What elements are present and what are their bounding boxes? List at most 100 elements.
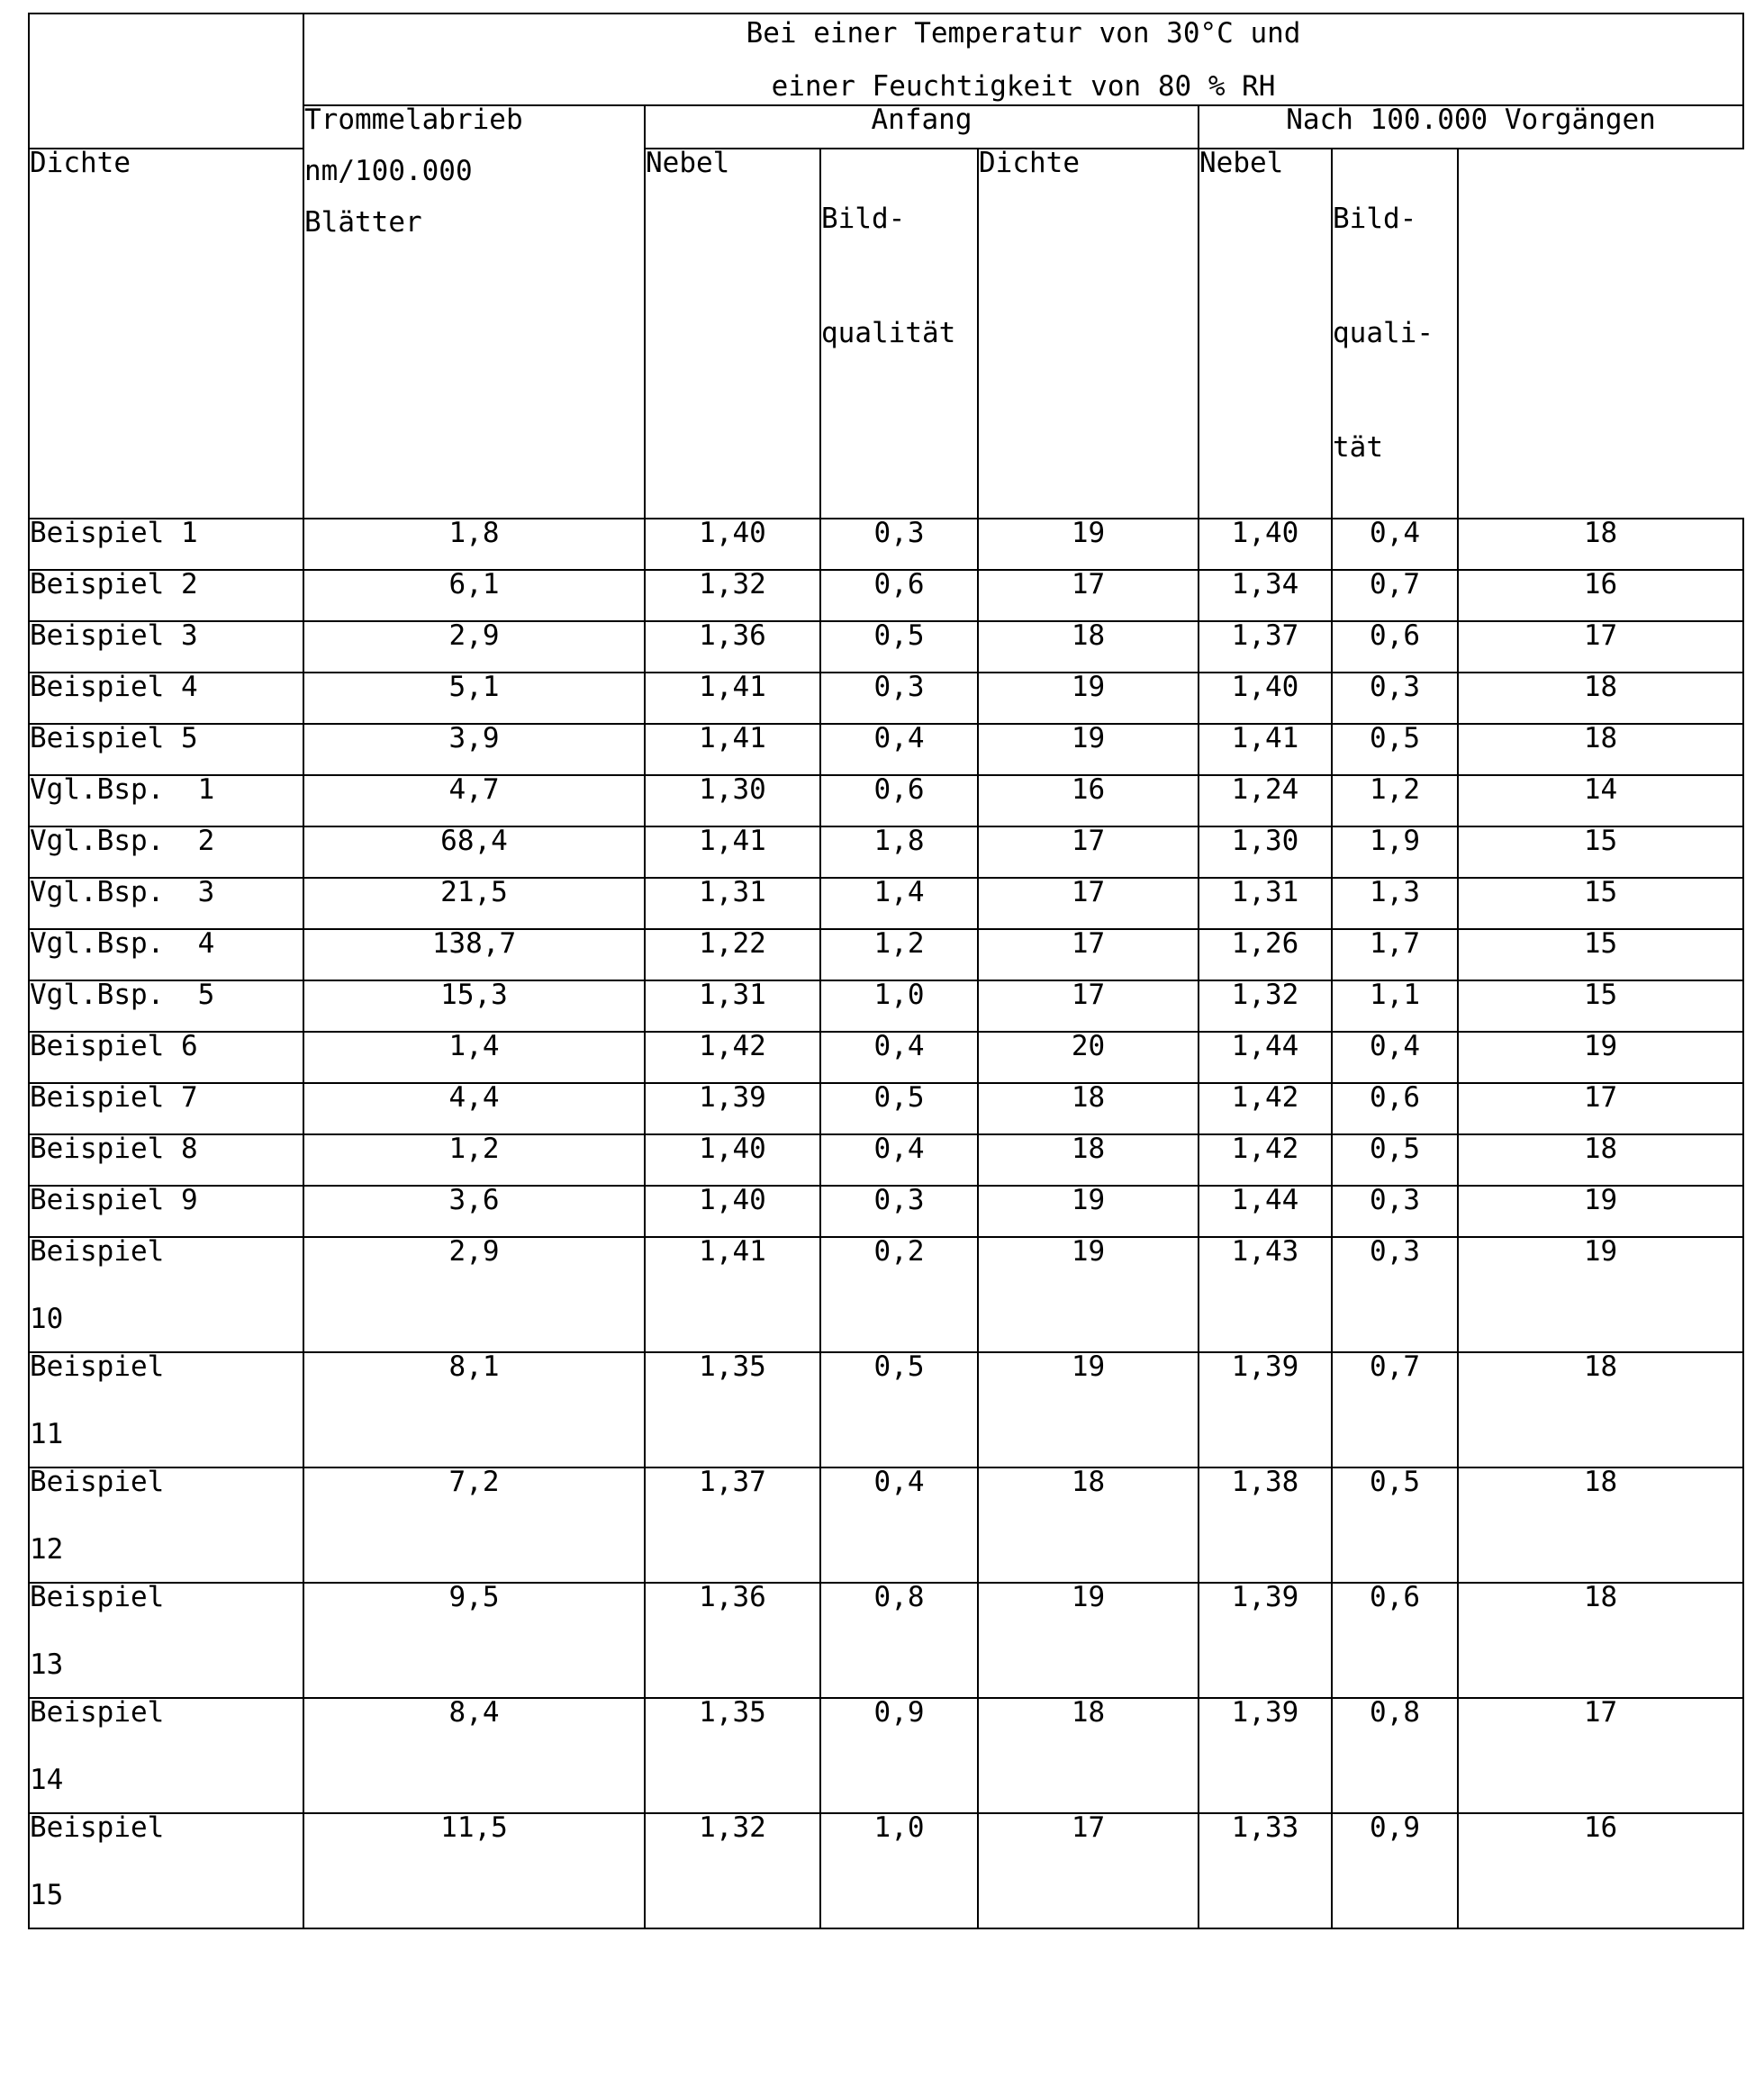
row-label-line: Beispiel xyxy=(30,1353,303,1421)
cell-b1: 18 xyxy=(978,1698,1199,1813)
cell-b1: 18 xyxy=(978,1083,1199,1134)
cell-abrieb: 3,6 xyxy=(303,1186,645,1237)
row-label-cell: Beispiel 2 xyxy=(29,570,303,621)
row-label-cell: Beispiel13 xyxy=(29,1583,303,1698)
cell-b2: 18 xyxy=(1458,1134,1743,1186)
cell-abrieb: 7,2 xyxy=(303,1467,645,1583)
stub-header-cell: Trommelabrieb nm/100.000 Blätter xyxy=(303,105,645,519)
cell-n1: 0,5 xyxy=(820,1352,978,1467)
table-body: Bei einer Temperatur von 30°C und einer … xyxy=(29,14,1743,1928)
cell-n1: 0,5 xyxy=(820,621,978,673)
bq-b-line-2: quali- xyxy=(1333,320,1457,378)
cell-d2: 1,41 xyxy=(1199,724,1332,775)
col-header-nebel-nach: Nebel xyxy=(1199,149,1332,519)
cell-b2: 15 xyxy=(1458,980,1743,1032)
stub-header-line-3: Blätter xyxy=(304,209,644,237)
cell-b2: 19 xyxy=(1458,1186,1743,1237)
cell-abrieb: 4,7 xyxy=(303,775,645,826)
cell-d2: 1,37 xyxy=(1199,621,1332,673)
cell-b1: 17 xyxy=(978,878,1199,929)
bq-a-line-1: Bild- xyxy=(821,205,977,264)
row-label-cell: Beispiel 4 xyxy=(29,673,303,724)
table-row: Beispiel 93,61,400,3191,440,319 xyxy=(29,1186,1743,1237)
cell-d1: 1,30 xyxy=(645,775,820,826)
cell-b2: 18 xyxy=(1458,519,1743,570)
cell-b2: 16 xyxy=(1458,570,1743,621)
cell-d1: 1,41 xyxy=(645,673,820,724)
row-label-line: Beispiel 1 xyxy=(30,519,303,547)
row-label-cell: Beispiel 5 xyxy=(29,724,303,775)
row-label-line: Beispiel xyxy=(30,1814,303,1882)
cell-b2: 19 xyxy=(1458,1032,1743,1083)
cell-b2: 17 xyxy=(1458,1698,1743,1813)
cell-n2: 0,5 xyxy=(1332,724,1458,775)
col-header-bildqualitaet-nach: Bild- quali- tät xyxy=(1332,149,1458,519)
cell-b2: 18 xyxy=(1458,1352,1743,1467)
cell-d2: 1,43 xyxy=(1199,1237,1332,1352)
cell-d1: 1,40 xyxy=(645,519,820,570)
cell-d2: 1,24 xyxy=(1199,775,1332,826)
cell-d2: 1,30 xyxy=(1199,826,1332,878)
cell-b1: 19 xyxy=(978,1186,1199,1237)
cell-d2: 1,34 xyxy=(1199,570,1332,621)
row-label-cell: Beispiel11 xyxy=(29,1352,303,1467)
cell-d1: 1,39 xyxy=(645,1083,820,1134)
cell-b1: 19 xyxy=(978,1352,1199,1467)
row-label-line: Vgl.Bsp. 4 xyxy=(30,930,303,958)
corner-blank-cell xyxy=(29,14,303,149)
cell-n1: 0,6 xyxy=(820,570,978,621)
row-label-line: 15 xyxy=(30,1882,303,1910)
row-label-cell: Vgl.Bsp. 4 xyxy=(29,929,303,980)
cell-b1: 17 xyxy=(978,980,1199,1032)
table-row: Beispiel 74,41,390,5181,420,617 xyxy=(29,1083,1743,1134)
row-label-line: Beispiel 5 xyxy=(30,725,303,753)
cell-n1: 0,4 xyxy=(820,1467,978,1583)
cell-d2: 1,26 xyxy=(1199,929,1332,980)
cell-n2: 0,4 xyxy=(1332,1032,1458,1083)
cell-d1: 1,41 xyxy=(645,1237,820,1352)
table-row: Beispiel139,51,360,8191,390,618 xyxy=(29,1583,1743,1698)
group-header-anfang: Anfang xyxy=(645,105,1199,149)
cell-abrieb: 11,5 xyxy=(303,1813,645,1928)
cell-d1: 1,31 xyxy=(645,878,820,929)
cell-d1: 1,31 xyxy=(645,980,820,1032)
stub-header-line-2: nm/100.000 xyxy=(304,158,644,209)
row-label-line: 12 xyxy=(30,1536,303,1564)
cell-n2: 1,2 xyxy=(1332,775,1458,826)
cell-b2: 17 xyxy=(1458,1083,1743,1134)
bq-b-line-1: Bild- xyxy=(1333,205,1457,264)
col-header-nebel-anfang: Nebel xyxy=(645,149,820,519)
table-row: Beispiel102,91,410,2191,430,319 xyxy=(29,1237,1743,1352)
row-label-line: 13 xyxy=(30,1651,303,1679)
cell-d2: 1,42 xyxy=(1199,1083,1332,1134)
cell-n2: 0,7 xyxy=(1332,1352,1458,1467)
cell-b2: 18 xyxy=(1458,1467,1743,1583)
bq-b-line-3: tät xyxy=(1333,434,1457,462)
row-label-line: 10 xyxy=(30,1305,303,1333)
cell-abrieb: 4,4 xyxy=(303,1083,645,1134)
col-header-dichte-nach: Dichte xyxy=(978,149,1199,519)
row-label-cell: Beispiel 8 xyxy=(29,1134,303,1186)
cell-b1: 17 xyxy=(978,570,1199,621)
row-label-cell: Beispiel 3 xyxy=(29,621,303,673)
cell-b1: 18 xyxy=(978,1134,1199,1186)
cell-abrieb: 1,8 xyxy=(303,519,645,570)
row-label-cell: Beispiel 6 xyxy=(29,1032,303,1083)
table-row: Vgl.Bsp. 4138,71,221,2171,261,715 xyxy=(29,929,1743,980)
cell-b2: 14 xyxy=(1458,775,1743,826)
cell-d1: 1,40 xyxy=(645,1134,820,1186)
row-label-line: Beispiel 7 xyxy=(30,1084,303,1112)
cell-n2: 0,5 xyxy=(1332,1467,1458,1583)
row-label-cell: Beispiel12 xyxy=(29,1467,303,1583)
row-label-cell: Beispiel14 xyxy=(29,1698,303,1813)
document-page: Bei einer Temperatur von 30°C und einer … xyxy=(0,0,1764,2086)
cell-abrieb: 21,5 xyxy=(303,878,645,929)
cell-d1: 1,40 xyxy=(645,1186,820,1237)
cell-d1: 1,22 xyxy=(645,929,820,980)
row-label-line: Vgl.Bsp. 5 xyxy=(30,981,303,1009)
cell-abrieb: 1,4 xyxy=(303,1032,645,1083)
cell-n2: 0,3 xyxy=(1332,673,1458,724)
cell-b2: 16 xyxy=(1458,1813,1743,1928)
cell-b1: 16 xyxy=(978,775,1199,826)
cell-d2: 1,38 xyxy=(1199,1467,1332,1583)
